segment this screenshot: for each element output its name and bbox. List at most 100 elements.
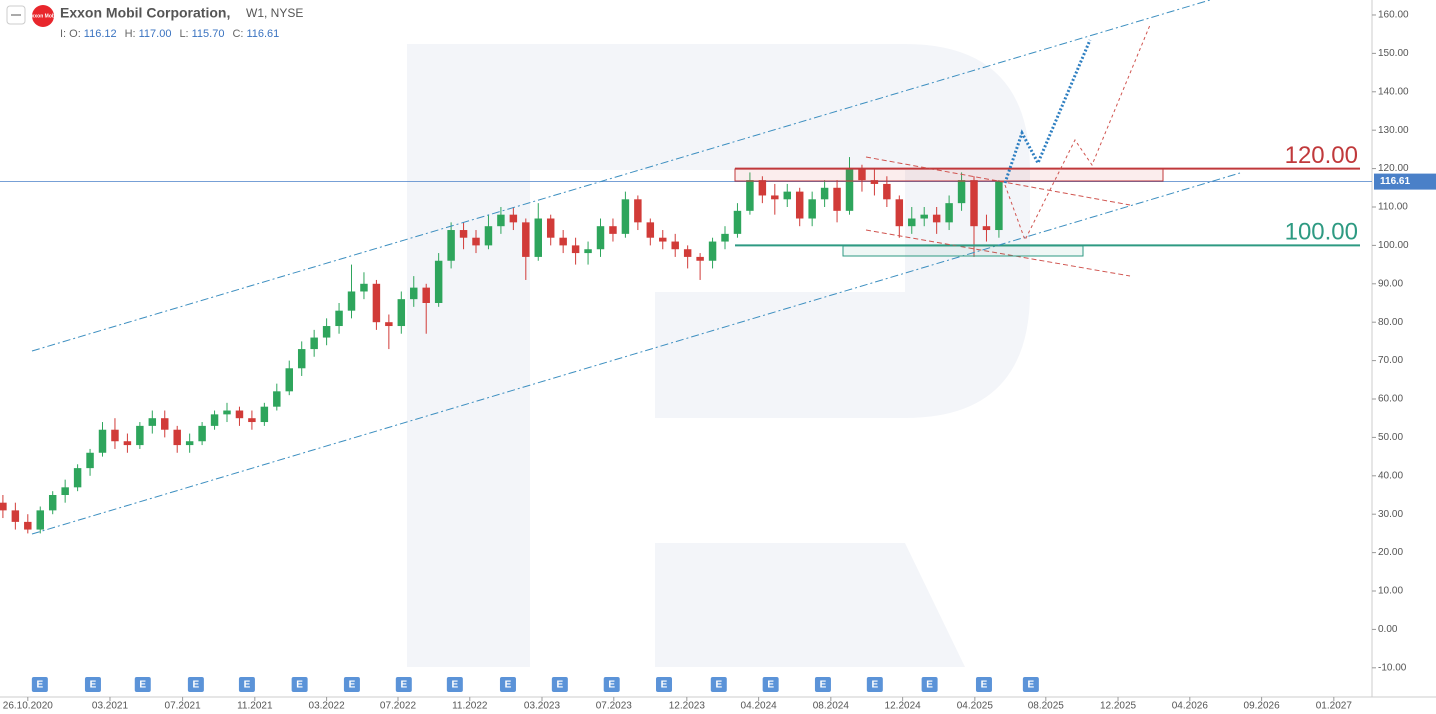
candle-body <box>36 510 44 530</box>
candle-body <box>347 291 356 311</box>
candle-body <box>571 245 580 254</box>
candle-body <box>621 199 630 234</box>
candle-body <box>970 180 978 227</box>
logo-text: Exxon Mobil <box>28 13 58 19</box>
candle-body <box>248 418 256 423</box>
earnings-marker <box>395 677 412 692</box>
candle-body <box>522 222 530 257</box>
candle-body <box>659 237 667 242</box>
earnings-label: E <box>296 680 303 691</box>
candle-body <box>559 237 567 246</box>
level-label: 120.00 <box>1285 142 1358 169</box>
candle-body <box>634 199 642 223</box>
y-tick-label: 90.00 <box>1378 278 1403 289</box>
resistance-zone <box>734 168 1164 182</box>
y-tick-label: 70.00 <box>1378 355 1403 366</box>
ohlc-label: I: O: <box>60 28 81 40</box>
channel-down-lower <box>865 229 1131 277</box>
earnings-label: E <box>37 680 44 691</box>
y-tick-label: 160.00 <box>1378 10 1409 21</box>
earnings-marker <box>187 677 204 692</box>
candle-body <box>721 233 729 242</box>
x-tick-label: 07.2021 <box>165 701 202 712</box>
x-tick-label: 07.2023 <box>596 701 633 712</box>
earnings-marker <box>762 677 779 692</box>
earnings-label: E <box>820 680 827 691</box>
candle-body <box>671 241 679 250</box>
y-tick-label: 60.00 <box>1378 394 1403 405</box>
earnings-label: E <box>608 680 615 691</box>
candle-body <box>908 218 916 227</box>
level-label: 100.00 <box>1285 219 1358 246</box>
candle-body <box>771 195 779 200</box>
candle-body <box>198 425 206 442</box>
candle-body <box>459 230 468 238</box>
earnings-marker <box>446 677 463 692</box>
candle-body <box>422 287 430 303</box>
candle-body <box>273 391 281 407</box>
header: Exxon Mobil Exxon Mobil Corporation, W1,… <box>6 5 303 40</box>
y-tick-label: 30.00 <box>1378 509 1403 520</box>
candle-body <box>845 168 854 211</box>
candle-body <box>932 214 941 223</box>
candle-body <box>808 199 816 219</box>
candle-body <box>883 183 891 200</box>
ohlc-label: H: <box>125 28 136 40</box>
candle-body <box>746 180 754 211</box>
candle-body <box>497 214 505 227</box>
candle-body <box>447 230 455 261</box>
ohlc-label: L: <box>179 28 188 40</box>
candle-body <box>322 326 331 338</box>
y-tick-label: 50.00 <box>1378 432 1403 443</box>
forecast-alt <box>1004 24 1151 242</box>
earnings-marker <box>710 677 727 692</box>
candle-body <box>920 214 928 219</box>
candle-body <box>185 441 194 446</box>
candle-body <box>11 510 20 522</box>
x-tick-label: 08.2024 <box>813 701 850 712</box>
candle-body <box>285 368 293 392</box>
x-tick-label: 04.2025 <box>957 701 994 712</box>
x-tick-label: 12.2025 <box>1100 701 1137 712</box>
candle-body <box>173 429 181 446</box>
candle-body <box>260 406 269 423</box>
candle-body <box>210 414 219 426</box>
annotations <box>31 0 1241 535</box>
support-zone <box>842 245 1084 257</box>
last-price-label: 116.61 <box>1380 176 1410 187</box>
candle-body <box>584 249 592 254</box>
candle-body <box>385 322 393 327</box>
y-tick-label: 80.00 <box>1378 317 1403 328</box>
earnings-label: E <box>767 680 774 691</box>
candle-body <box>24 521 32 530</box>
earnings-marker <box>291 677 308 692</box>
earnings-label: E <box>349 680 356 691</box>
earnings-label: E <box>244 680 251 691</box>
candle-body <box>297 349 306 369</box>
candle-body <box>235 410 244 419</box>
candle-body <box>148 418 157 426</box>
candle-body <box>310 337 318 350</box>
earnings-label: E <box>452 680 459 691</box>
candle-body <box>86 452 94 469</box>
candle-body <box>534 218 542 257</box>
y-tick-label: 140.00 <box>1378 86 1409 97</box>
watermark <box>407 44 1030 667</box>
candle-body <box>758 180 767 196</box>
y-tick-label: 40.00 <box>1378 470 1403 481</box>
candle-body <box>733 210 742 234</box>
earnings-marker <box>603 677 620 692</box>
x-tick-label: 08.2025 <box>1028 701 1065 712</box>
ohlc-label: C: <box>232 28 243 40</box>
earnings-label: E <box>139 680 146 691</box>
earnings-marker <box>866 677 883 692</box>
candle-body <box>61 487 69 496</box>
earnings-marker <box>343 677 360 692</box>
candle-body <box>509 214 518 223</box>
candle-body <box>833 187 841 211</box>
candle-body <box>609 226 617 234</box>
x-tick-label: 07.2022 <box>380 701 417 712</box>
candle-body <box>696 256 704 261</box>
earnings-marker <box>134 677 151 692</box>
